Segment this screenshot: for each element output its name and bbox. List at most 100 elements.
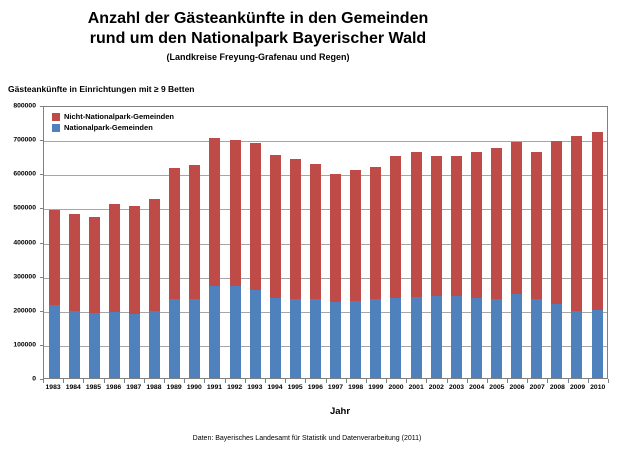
x-tick-mark-5 <box>143 379 145 383</box>
gridline-400000 <box>44 243 607 245</box>
y-tick-mark-400000 <box>40 242 43 244</box>
bar-2010 <box>591 107 603 378</box>
bar-1988-nationalpark <box>149 310 161 378</box>
bar-1986-nationalpark <box>108 311 120 378</box>
bar-1985-nicht-nationalpark <box>88 217 100 313</box>
x-tick-label-1991: 1991 <box>206 384 223 391</box>
bar-1991-nationalpark <box>209 286 221 378</box>
x-tick-mark-17 <box>386 379 388 383</box>
x-tick-label-1990: 1990 <box>186 384 202 391</box>
bar-1989-nicht-nationalpark <box>169 167 181 299</box>
bar-1983 <box>48 107 60 378</box>
x-tick-mark-0 <box>43 379 44 383</box>
x-tick-label-2009: 2009 <box>569 384 586 391</box>
x-tick-mark-27 <box>587 379 589 383</box>
legend-item-0: Nicht-Nationalpark-Gemeinden <box>52 111 174 122</box>
bar-slot-2004 <box>466 107 486 378</box>
bar-1986 <box>108 107 120 378</box>
bar-1990-nicht-nationalpark <box>189 165 201 300</box>
bar-slot-1997 <box>326 107 346 378</box>
x-tick-label-1999: 1999 <box>368 384 384 391</box>
bar-2009 <box>571 107 583 378</box>
bar-slot-1987 <box>124 107 144 378</box>
x-tick-mark-13 <box>305 379 307 383</box>
bar-1999 <box>370 107 382 378</box>
bar-1992-nationalpark <box>229 286 241 378</box>
x-tick-label-2004: 2004 <box>469 384 485 391</box>
y-tick-mark-300000 <box>40 276 43 278</box>
bar-1995 <box>289 107 301 378</box>
bar-1998 <box>350 107 362 378</box>
x-tick-label-1989: 1989 <box>166 384 182 391</box>
bar-1984-nationalpark <box>68 311 80 378</box>
bar-2000-nationalpark <box>390 297 402 378</box>
bar-slot-2006 <box>507 107 527 378</box>
bar-2001 <box>410 107 422 378</box>
bar-slot-1989 <box>165 107 185 378</box>
bar-2004 <box>470 107 482 378</box>
bar-slot-1999 <box>366 107 386 378</box>
bar-1997-nationalpark <box>330 301 342 378</box>
bar-1984 <box>68 107 80 378</box>
x-tick-mark-22 <box>486 379 488 383</box>
bar-1983-nicht-nationalpark <box>48 210 60 305</box>
bar-slot-2008 <box>547 107 567 378</box>
bar-2007-nicht-nationalpark <box>531 152 543 300</box>
bar-1999-nationalpark <box>370 299 382 378</box>
bar-1993-nicht-nationalpark <box>249 142 261 290</box>
bar-1992 <box>229 107 241 378</box>
bar-2006 <box>511 107 523 378</box>
chart-title: Anzahl der Gästeankünfte in den Gemeinde… <box>88 9 429 63</box>
bar-2007-nationalpark <box>531 299 543 378</box>
bar-2008 <box>551 107 563 378</box>
x-tick-label-1984: 1984 <box>65 384 81 391</box>
y-axis-description: Gästeankünfte in Einrichtungen mit ≥ 9 B… <box>8 84 195 94</box>
bar-slot-1983 <box>44 107 64 378</box>
bar-1989-nationalpark <box>169 298 181 378</box>
bar-2001-nationalpark <box>410 296 422 378</box>
x-tick-mark-23 <box>507 379 509 383</box>
y-tick-mark-700000 <box>40 140 43 142</box>
x-tick-label-1998: 1998 <box>348 384 364 391</box>
x-tick-label-1983: 1983 <box>45 384 61 391</box>
bar-2006-nationalpark <box>511 293 523 378</box>
x-tick-label-1997: 1997 <box>327 384 344 391</box>
gridline-200000 <box>44 311 607 313</box>
x-tick-label-1995: 1995 <box>287 384 303 391</box>
y-axis-tick-marks <box>40 106 43 380</box>
bar-1997-nicht-nationalpark <box>330 174 342 302</box>
x-tick-label-1992: 1992 <box>227 384 243 391</box>
x-tick-mark-19 <box>426 379 428 383</box>
bar-1984-nicht-nationalpark <box>68 214 80 312</box>
bar-2008-nationalpark <box>551 303 563 378</box>
x-tick-label-2003: 2003 <box>448 384 465 391</box>
bar-1994 <box>269 107 281 378</box>
x-axis-tick-marks <box>43 379 609 383</box>
x-tick-mark-26 <box>567 379 569 383</box>
bar-2005 <box>490 107 502 378</box>
bar-slot-2010 <box>587 107 607 378</box>
x-tick-mark-7 <box>184 379 186 383</box>
x-tick-label-2002: 2002 <box>428 384 444 391</box>
bar-slot-1994 <box>265 107 285 378</box>
bar-slot-2000 <box>386 107 406 378</box>
bar-1995-nicht-nationalpark <box>289 158 301 299</box>
bar-2002 <box>430 107 442 378</box>
bar-1998-nicht-nationalpark <box>350 169 362 302</box>
x-tick-mark-8 <box>204 379 206 383</box>
bar-2002-nicht-nationalpark <box>430 156 442 297</box>
bar-1987 <box>128 107 140 378</box>
bar-1988 <box>149 107 161 378</box>
bar-2005-nicht-nationalpark <box>490 147 502 299</box>
y-tick-mark-200000 <box>40 310 43 312</box>
bar-1995-nationalpark <box>289 298 301 378</box>
bar-2009-nationalpark <box>571 311 583 378</box>
y-tick-label-200000: 200000 <box>13 307 36 315</box>
x-tick-mark-15 <box>345 379 347 383</box>
x-tick-mark-16 <box>365 379 367 383</box>
chart-subtitle: (Landkreise Freyung-Grafenau und Regen) <box>166 52 350 62</box>
bar-1990 <box>189 107 201 378</box>
bar-2000 <box>390 107 402 378</box>
bar-slot-2005 <box>486 107 506 378</box>
